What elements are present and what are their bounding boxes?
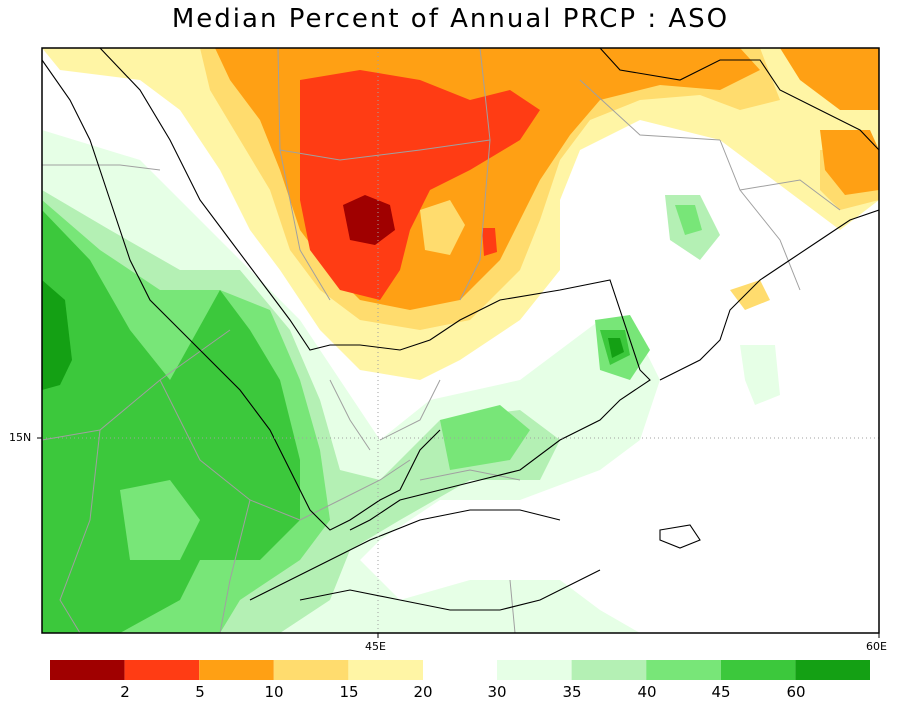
dry-region-10c [780, 48, 879, 110]
dry-region-10b [820, 130, 879, 195]
colorbar-swatch-dry-4 [348, 660, 423, 680]
colorbar-swatch-dry-2 [199, 660, 274, 680]
colorbar-label-10: 10 [264, 683, 284, 701]
dry-region-15d [420, 200, 465, 255]
wet-region-40e [740, 345, 780, 405]
wet-region-40b [440, 405, 530, 470]
colorbar-swatch-wet-1 [571, 660, 647, 680]
wet-region-60 [42, 280, 72, 390]
precip-contours [42, 48, 879, 633]
dry-region-15b [730, 280, 770, 310]
colorbar-label-30: 30 [487, 683, 507, 701]
colorbar [50, 660, 870, 680]
wet-region-45b [120, 480, 200, 560]
colorbar-swatch-dry-0 [50, 660, 125, 680]
colorbar-swatch-dry-3 [273, 660, 349, 680]
wet-region-45d [675, 205, 702, 235]
colorbar-swatch-wet-2 [646, 660, 721, 680]
dry-region-2 [343, 195, 395, 245]
colorbar-label-20: 20 [413, 683, 433, 701]
coastlines [42, 48, 879, 611]
gridlines [42, 48, 879, 633]
colorbar-label-40: 40 [637, 683, 657, 701]
tick-marks [37, 437, 880, 638]
colorbar-label-60: 60 [786, 683, 806, 701]
lon-tick-label-45e: 45E [365, 640, 386, 653]
colorbar-swatch-wet-3 [720, 660, 796, 680]
colorbar-swatch-wet-4 [795, 660, 870, 680]
colorbar-label-15: 15 [339, 683, 359, 701]
lat-tick-label-15n: 15N [9, 431, 32, 444]
colorbar-swatch-wet-0 [497, 660, 572, 680]
wet-region-45 [42, 210, 300, 633]
map-title: Median Percent of Annual PRCP : ASO [171, 4, 730, 34]
colorbar-label-5: 5 [195, 683, 205, 701]
colorbar-label-35: 35 [562, 683, 582, 701]
map-frame [41, 47, 880, 634]
lon-tick-label-60e: 60E [866, 640, 887, 653]
colorbar-swatch-dry-1 [124, 660, 200, 680]
colorbar-label-45: 45 [711, 683, 731, 701]
dry-region-5 [300, 70, 540, 300]
wet-region-60b [608, 338, 624, 358]
dry-region-5b [482, 228, 497, 256]
colorbar-label-2: 2 [120, 683, 130, 701]
country-borders [42, 48, 841, 633]
